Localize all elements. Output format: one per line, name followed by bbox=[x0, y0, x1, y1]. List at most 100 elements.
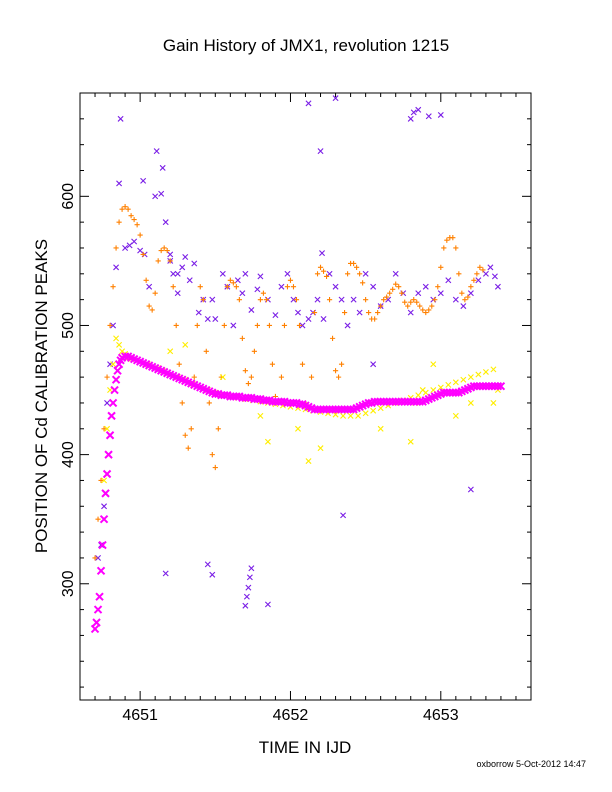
data-point bbox=[122, 244, 129, 251]
data-point bbox=[194, 322, 200, 329]
data-point bbox=[441, 245, 447, 251]
data-point bbox=[496, 381, 506, 391]
data-point bbox=[357, 271, 363, 277]
y-tick-label: 600 bbox=[60, 183, 77, 210]
data-point bbox=[456, 271, 462, 277]
data-point bbox=[203, 348, 209, 354]
x-axis-label: TIME IN IJD bbox=[259, 738, 352, 757]
data-point bbox=[491, 273, 498, 280]
data-point bbox=[158, 190, 165, 197]
data-point bbox=[299, 361, 306, 367]
data-point bbox=[351, 260, 357, 267]
data-point bbox=[453, 245, 459, 251]
data-point bbox=[290, 284, 297, 290]
data-point bbox=[360, 280, 366, 286]
data-point bbox=[370, 361, 377, 368]
data-point bbox=[260, 290, 267, 296]
data-point bbox=[370, 407, 377, 414]
data-point bbox=[95, 516, 101, 522]
data-point bbox=[467, 486, 474, 493]
data-point bbox=[110, 361, 117, 368]
chart-title: Gain History of JMX1, revolution 1215 bbox=[163, 36, 449, 55]
purple-series bbox=[95, 95, 501, 609]
data-point bbox=[305, 458, 312, 465]
data-point bbox=[475, 371, 482, 378]
data-point bbox=[152, 193, 159, 200]
data-point bbox=[244, 393, 253, 402]
data-point bbox=[162, 570, 169, 577]
data-point bbox=[459, 290, 465, 296]
data-point bbox=[420, 307, 426, 313]
data-point bbox=[248, 374, 254, 380]
data-point bbox=[128, 213, 134, 219]
data-point bbox=[445, 277, 452, 284]
data-point bbox=[140, 251, 146, 258]
data-point bbox=[246, 574, 253, 581]
data-point bbox=[242, 368, 248, 374]
data-point bbox=[182, 341, 189, 348]
data-point bbox=[393, 281, 399, 287]
data-point bbox=[294, 425, 301, 432]
data-point bbox=[230, 322, 237, 329]
data-point bbox=[462, 297, 468, 303]
data-point bbox=[101, 477, 108, 484]
data-point bbox=[143, 277, 149, 283]
data-point bbox=[356, 309, 363, 316]
data-point bbox=[467, 399, 474, 406]
data-point bbox=[417, 303, 423, 309]
orange-series bbox=[92, 204, 486, 561]
data-point bbox=[257, 412, 264, 419]
data-points bbox=[90, 95, 506, 634]
data-point bbox=[287, 277, 294, 283]
data-point bbox=[167, 348, 174, 355]
data-point bbox=[224, 284, 230, 290]
data-point bbox=[319, 250, 326, 257]
data-point bbox=[414, 299, 420, 305]
data-point bbox=[377, 425, 384, 432]
data-point bbox=[116, 219, 122, 225]
data-point bbox=[346, 405, 355, 414]
data-point bbox=[212, 316, 219, 322]
data-point bbox=[209, 452, 215, 458]
data-point bbox=[116, 180, 123, 187]
data-point bbox=[341, 309, 348, 316]
plot-frame bbox=[79, 92, 532, 701]
data-point bbox=[289, 398, 298, 408]
data-point bbox=[474, 271, 480, 277]
data-point bbox=[230, 280, 236, 286]
data-point bbox=[364, 398, 373, 408]
data-point bbox=[101, 489, 110, 498]
axis-tick-labels: 4651 4652 4653 300 400 500 600 bbox=[60, 183, 458, 724]
x-tick-label: 4651 bbox=[122, 707, 158, 724]
data-point bbox=[211, 389, 220, 399]
data-point bbox=[450, 235, 456, 241]
data-point bbox=[152, 290, 158, 296]
data-point bbox=[125, 206, 131, 212]
data-point bbox=[113, 264, 120, 271]
data-point bbox=[176, 361, 182, 367]
data-point bbox=[396, 284, 402, 290]
y-tick-label: 500 bbox=[60, 312, 77, 339]
data-point bbox=[191, 260, 198, 267]
data-point bbox=[467, 374, 474, 381]
data-point bbox=[407, 438, 414, 445]
data-point bbox=[415, 290, 422, 297]
data-point bbox=[233, 284, 239, 290]
data-point bbox=[137, 232, 143, 238]
data-point bbox=[232, 392, 241, 401]
data-point bbox=[295, 400, 304, 409]
data-point bbox=[347, 412, 354, 419]
footer-stamp: oxborrow 5-Oct-2012 14:47 bbox=[476, 759, 586, 769]
data-point bbox=[423, 309, 429, 316]
data-point bbox=[195, 309, 202, 316]
data-point bbox=[161, 245, 167, 251]
data-point bbox=[354, 264, 360, 270]
data-point bbox=[390, 286, 396, 292]
data-point bbox=[490, 366, 497, 373]
data-point bbox=[452, 412, 459, 419]
data-point bbox=[480, 267, 486, 273]
data-point bbox=[438, 264, 444, 270]
data-point bbox=[471, 277, 477, 283]
data-point bbox=[98, 540, 107, 550]
data-point bbox=[146, 303, 152, 309]
